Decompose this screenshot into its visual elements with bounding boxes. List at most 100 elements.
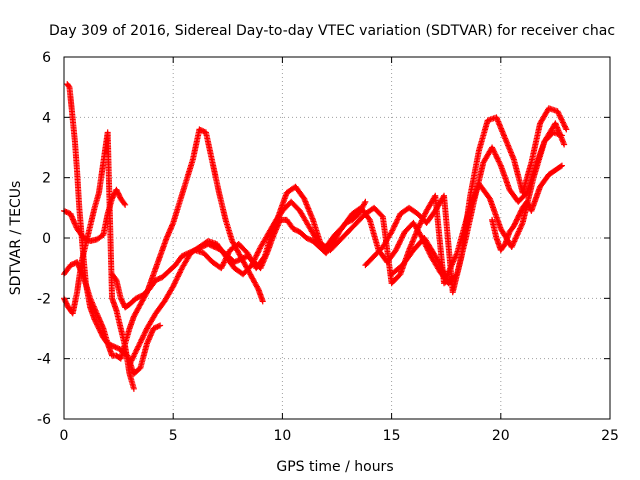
data-point (172, 277, 179, 284)
data-point (389, 227, 396, 234)
data-point (256, 246, 263, 253)
data-point (135, 342, 142, 349)
series-trace-4 (61, 126, 266, 362)
data-point (135, 343, 142, 350)
data-point (173, 276, 180, 283)
data-point (199, 127, 206, 134)
data-point (156, 275, 163, 282)
data-point (489, 145, 496, 152)
data-point (133, 346, 140, 353)
data-point (62, 208, 69, 215)
data-point (236, 256, 243, 263)
data-point (157, 322, 164, 329)
data-point (261, 254, 268, 261)
data-point (395, 241, 402, 248)
data-point (495, 158, 502, 165)
data-point (222, 255, 229, 262)
data-point (219, 262, 226, 269)
data-point (181, 251, 188, 258)
data-point (142, 328, 149, 335)
data-point (154, 323, 161, 330)
data-point (135, 294, 142, 301)
data-point (112, 276, 119, 283)
data-point (126, 361, 133, 368)
data-point (239, 255, 246, 262)
data-point (304, 235, 311, 242)
data-point (221, 258, 228, 265)
data-point (240, 254, 247, 261)
data-point (127, 358, 134, 365)
data-point (392, 247, 399, 254)
data-point (170, 281, 177, 288)
data-point (495, 157, 502, 164)
data-point (417, 220, 424, 227)
data-point (131, 351, 138, 358)
data-point (496, 159, 503, 166)
x-tick-label: 25 (601, 428, 619, 444)
data-point (137, 293, 144, 300)
data-point (133, 347, 140, 354)
data-point (388, 228, 395, 235)
data-point (64, 209, 71, 216)
data-point (218, 263, 225, 270)
data-point (211, 244, 218, 251)
data-point (200, 128, 207, 135)
data-point (178, 253, 185, 260)
data-point (154, 276, 161, 283)
data-point (153, 324, 160, 331)
data-point (491, 148, 498, 155)
data-point (139, 335, 146, 342)
data-point (223, 254, 230, 261)
data-point (292, 227, 299, 234)
data-point (222, 256, 229, 263)
x-tick-label: 15 (383, 428, 401, 444)
data-point (141, 331, 148, 338)
data-point (558, 162, 565, 169)
data-point (421, 212, 428, 219)
data-point (218, 265, 225, 272)
data-point (140, 332, 147, 339)
data-point (399, 233, 406, 240)
data-point (63, 209, 70, 216)
data-point (563, 126, 570, 133)
data-point (307, 236, 314, 243)
data-point (174, 274, 181, 281)
data-point (378, 212, 385, 219)
y-tick-label: 6 (42, 50, 51, 66)
data-point (497, 161, 504, 168)
data-point (254, 251, 261, 258)
x-tick-label: 0 (60, 428, 69, 444)
data-point (494, 155, 501, 162)
data-point (139, 333, 146, 340)
series-trace-10 (388, 120, 568, 281)
data-point (254, 249, 261, 256)
data-point (557, 113, 564, 120)
data-point (489, 144, 496, 151)
data-point (492, 151, 499, 158)
data-points (61, 81, 570, 392)
x-axis: 0 5 10 15 20 25 (60, 57, 619, 444)
y-tick-label: 4 (42, 110, 51, 126)
data-point (391, 222, 398, 229)
data-point (220, 260, 227, 267)
data-point (111, 343, 118, 350)
data-point (176, 269, 183, 276)
data-point (134, 344, 141, 351)
data-point (122, 201, 129, 208)
data-point (152, 277, 159, 284)
data-point (134, 294, 141, 301)
data-point (394, 244, 401, 251)
x-tick-label: 10 (273, 428, 291, 444)
data-point (176, 270, 183, 277)
data-point (561, 122, 568, 129)
data-point (131, 350, 138, 357)
data-point (392, 220, 399, 227)
data-point (225, 249, 232, 256)
data-point (172, 279, 179, 286)
data-point (255, 248, 262, 255)
data-point (389, 226, 396, 233)
data-point (303, 235, 310, 241)
data-point (129, 354, 136, 361)
data-point (365, 215, 372, 222)
y-tick-label: -4 (37, 352, 51, 368)
